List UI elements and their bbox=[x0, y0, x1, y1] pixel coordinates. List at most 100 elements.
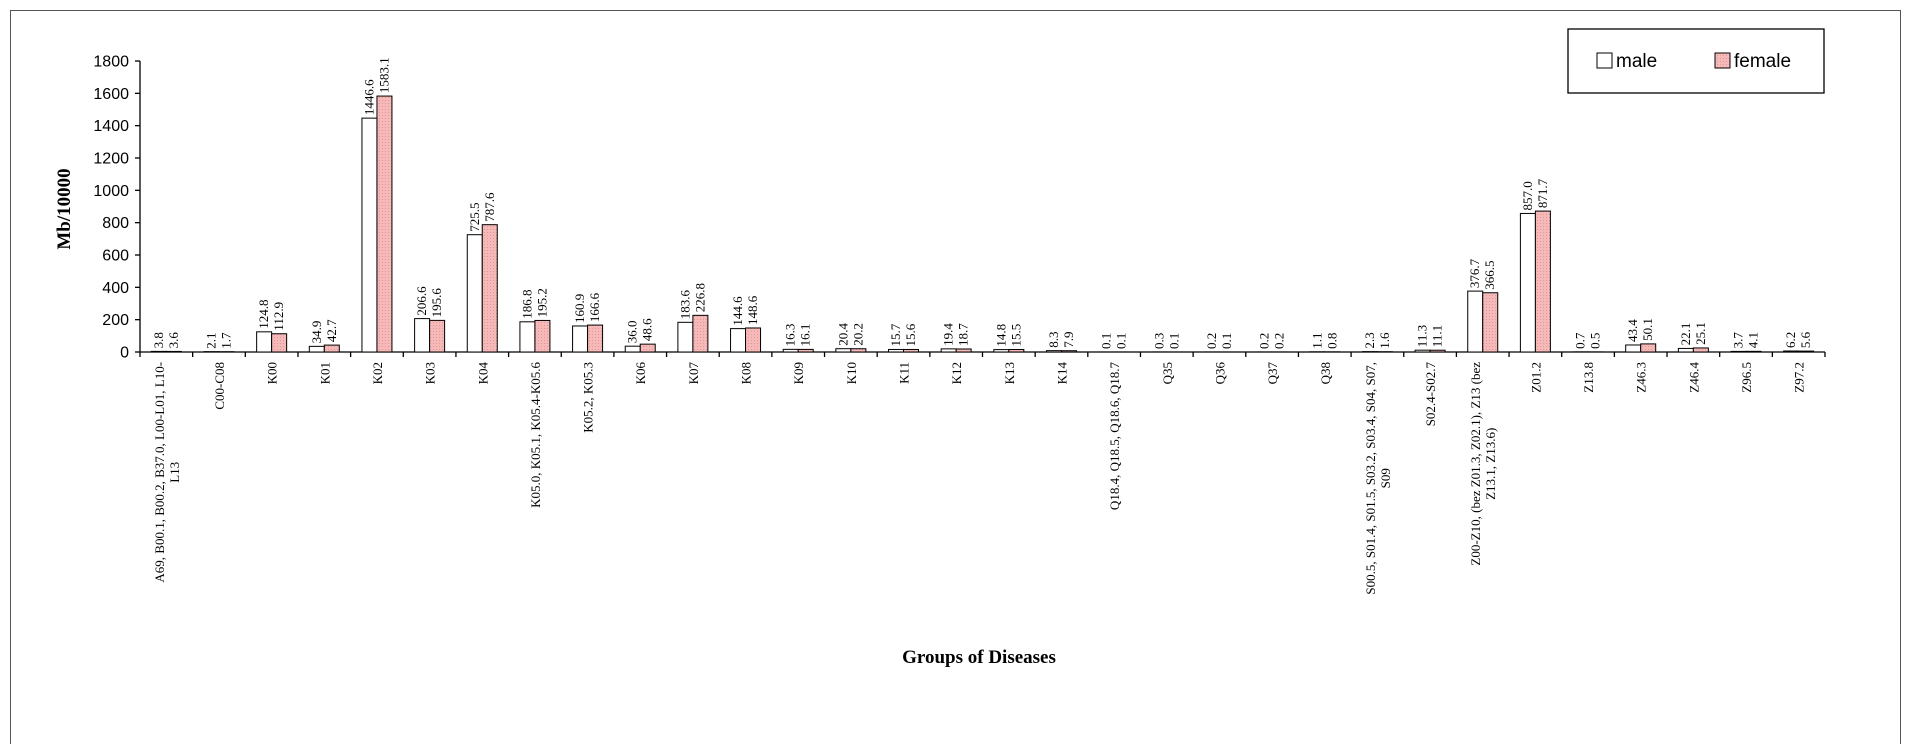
bar-male bbox=[414, 318, 431, 353]
category-label: Q38 bbox=[1318, 362, 1333, 384]
bar-female bbox=[692, 314, 709, 353]
data-label-male: 0.7 bbox=[1573, 332, 1588, 349]
data-label-female: 195.2 bbox=[534, 288, 549, 317]
category-label: K03 bbox=[423, 362, 438, 384]
y-tick-label: 1400 bbox=[93, 118, 129, 135]
category-label-line: Z00-Z10, (bez Z01.3, Z02.1), Z13 (bez bbox=[1468, 362, 1483, 566]
bar-male bbox=[1677, 347, 1694, 353]
category-label: Q35 bbox=[1160, 362, 1175, 384]
data-label-female: 15.6 bbox=[903, 323, 918, 346]
data-label-female: 15.5 bbox=[1008, 324, 1023, 347]
bar-female bbox=[1745, 350, 1762, 353]
data-label-male: 43.4 bbox=[1625, 319, 1640, 342]
data-label-male: 183.6 bbox=[677, 290, 692, 320]
data-label-female: 3.6 bbox=[166, 332, 181, 349]
y-tick-label: 1200 bbox=[93, 151, 129, 168]
data-label-male: 6.2 bbox=[1783, 332, 1798, 348]
data-label-male: 2.1 bbox=[204, 332, 219, 348]
bar-male bbox=[1045, 350, 1062, 353]
bars bbox=[150, 95, 1815, 353]
y-tick-label: 1600 bbox=[93, 86, 129, 103]
category-label-line: K10 bbox=[844, 362, 859, 384]
category-label: K12 bbox=[949, 362, 964, 384]
category-label: Z01.2 bbox=[1528, 362, 1543, 393]
category-label: K04 bbox=[475, 362, 490, 385]
y-tick-label: 400 bbox=[102, 280, 129, 297]
y-axis-title: Mb/10000 bbox=[54, 168, 75, 249]
bar-male bbox=[519, 321, 536, 353]
data-label-female: 0.1 bbox=[1219, 333, 1234, 349]
data-label-male: 14.8 bbox=[993, 324, 1008, 347]
bar-male bbox=[150, 350, 167, 353]
bar-male bbox=[993, 349, 1010, 353]
data-label-female: 195.6 bbox=[429, 288, 444, 318]
data-label-female: 5.6 bbox=[1798, 331, 1813, 348]
bar-female bbox=[429, 319, 446, 353]
category-label-line: K11 bbox=[897, 362, 912, 384]
bar-male bbox=[677, 321, 694, 353]
category-label: S00.5, S01.4, S01.5, S03.2, S03.4, S04, … bbox=[1363, 362, 1393, 595]
data-label-female: 48.6 bbox=[640, 318, 655, 341]
data-label-male: 0.3 bbox=[1151, 333, 1166, 349]
bar-male bbox=[1519, 212, 1536, 353]
data-label-female: 366.5 bbox=[1482, 260, 1497, 289]
bar-male bbox=[572, 325, 589, 353]
bar-female bbox=[165, 350, 182, 353]
bar-female bbox=[271, 333, 288, 353]
category-label: Q18.4, Q18.5, Q18.6, Q18.7 bbox=[1107, 362, 1122, 511]
bar-male bbox=[782, 348, 799, 353]
bar-male bbox=[1414, 349, 1431, 353]
category-label-line: C00-C08 bbox=[212, 362, 227, 410]
data-label-male: 206.6 bbox=[414, 286, 429, 316]
bar-male bbox=[1730, 350, 1747, 353]
category-label-line: Z46.3 bbox=[1634, 362, 1649, 393]
category-label-line: K02 bbox=[370, 362, 385, 384]
category-label: K10 bbox=[844, 362, 859, 384]
category-labels: A69, B00.1, B00.2, B37.0, L00-L01, L10- L… bbox=[152, 362, 1807, 595]
data-label-male: 11.3 bbox=[1415, 325, 1430, 347]
category-label-line: K12 bbox=[949, 362, 964, 384]
category-label-line: Q35 bbox=[1160, 362, 1175, 384]
y-tick-label: 1000 bbox=[93, 183, 129, 200]
legend-swatch-male bbox=[1596, 52, 1613, 69]
data-label-female: 112.9 bbox=[271, 302, 286, 331]
data-label-female: 4.1 bbox=[1746, 332, 1761, 348]
data-label-male: 1.1 bbox=[1309, 333, 1324, 349]
category-label-line: Z46.4 bbox=[1686, 362, 1701, 393]
data-label-female: 166.6 bbox=[587, 292, 602, 322]
data-label-female: 148.6 bbox=[745, 295, 760, 325]
data-label-male: 16.3 bbox=[783, 324, 798, 347]
bar-female bbox=[587, 324, 604, 353]
data-label-female: 1.7 bbox=[219, 332, 234, 349]
category-label-line: K04 bbox=[475, 362, 490, 385]
category-label-line: K05.2, K05.3 bbox=[581, 362, 596, 433]
bar-male bbox=[466, 234, 483, 353]
data-label-male: 2.3 bbox=[1362, 332, 1377, 348]
category-label-line: K07 bbox=[686, 362, 701, 385]
y-tick-label: 800 bbox=[102, 215, 129, 232]
y-tick-label: 600 bbox=[102, 248, 129, 265]
category-label: Z46.3 bbox=[1634, 362, 1649, 393]
category-label: Z00-Z10, (bez Z01.3, Z02.1), Z13 (bez Z13… bbox=[1468, 362, 1498, 566]
category-label: K14 bbox=[1055, 362, 1070, 385]
data-labels: 3.8 3.6 2.1 1.7 124.8 112.9 34.9 42.7 1446.61583… bbox=[151, 57, 1813, 349]
bar-female bbox=[1429, 349, 1446, 353]
legend: male female bbox=[1567, 28, 1825, 94]
category-label-line: Z96.5 bbox=[1739, 362, 1754, 393]
bar-male bbox=[308, 345, 325, 353]
bar-male bbox=[835, 348, 852, 353]
data-label-male: 3.7 bbox=[1731, 332, 1746, 349]
data-label-male: 3.8 bbox=[151, 332, 166, 348]
data-label-female: 20.2 bbox=[850, 323, 865, 346]
category-label: Q36 bbox=[1213, 362, 1228, 385]
data-label-male: 34.9 bbox=[309, 321, 324, 344]
category-label: S02.4-S02.7 bbox=[1423, 362, 1438, 427]
data-label-male: 0.1 bbox=[1099, 333, 1114, 349]
data-label-male: 0.2 bbox=[1204, 333, 1219, 349]
chart-frame bbox=[10, 10, 1901, 744]
data-label-male: 376.7 bbox=[1467, 258, 1482, 288]
data-label-male: 160.9 bbox=[572, 294, 587, 323]
legend-label-female: female bbox=[1734, 51, 1791, 72]
data-label-male: 124.8 bbox=[256, 300, 271, 329]
